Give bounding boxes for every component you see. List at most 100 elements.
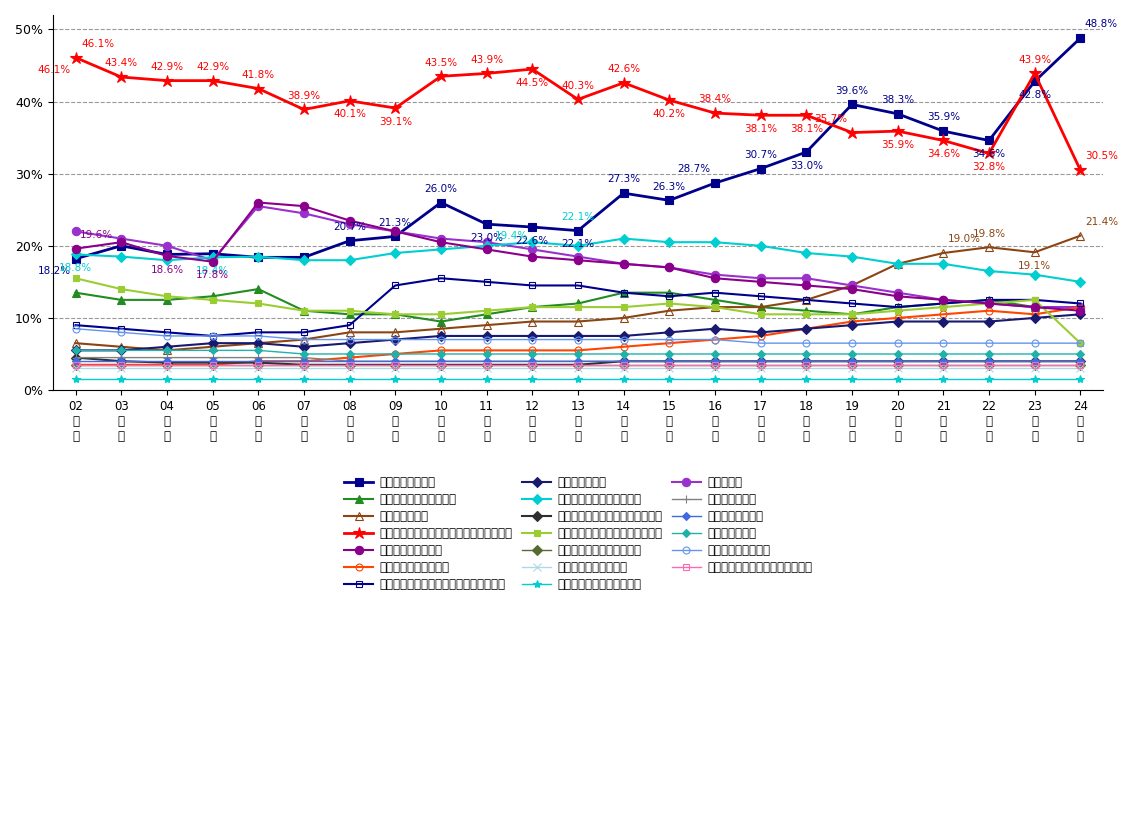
Text: 38.1%: 38.1% <box>744 124 777 134</box>
自分の能力・専門を活かせる会社 <box>343 305 357 315</box>
志望業種の会社 <box>936 356 950 366</box>
自分のやりたい仕事（職種）ができる会社 <box>983 149 996 159</box>
有名な会社 <box>983 299 996 309</box>
大学・男女差別のない会社 <box>754 360 768 370</box>
海外で活躍できそうな会社 <box>343 256 357 266</box>
これから伸びそうな会社 <box>845 310 859 320</box>
Text: 41.8%: 41.8% <box>242 70 275 80</box>
休日、休暇の多い会社 <box>983 305 996 315</box>
Line: 海外で活躍できそうな会社: 海外で活躍できそうな会社 <box>72 235 1084 286</box>
有名な会社 <box>206 256 219 266</box>
給料の良い会社 <box>479 320 493 330</box>
休日、休暇の多い会社 <box>69 360 83 370</box>
大学・男女差別のない会社 <box>434 360 448 370</box>
働きがいのある会社 <box>389 227 402 237</box>
いろいろな職種を経験できる会社 <box>298 360 311 370</box>
若手が活躍できる会社 <box>891 364 904 374</box>
志望業種の会社 <box>983 356 996 366</box>
若手が活躍できる会社 <box>1028 364 1042 374</box>
勤務制度、住宅など福利厚生の良い会社 <box>800 295 813 305</box>
休日、休暇の多い会社 <box>800 324 813 334</box>
勤務制度、住宅など福利厚生の良い会社 <box>434 273 448 283</box>
勤務制度、住宅など福利厚生の良い会社 <box>845 299 859 309</box>
自分の能力・専門を活かせる会社 <box>936 302 950 312</box>
これから伸びそうな会社 <box>571 299 585 309</box>
志望業種の会社 <box>754 356 768 366</box>
Text: 18.8%: 18.8% <box>59 263 92 273</box>
自分の能力・専門を活かせる会社 <box>662 299 676 309</box>
若手が活躍できる会社 <box>800 364 813 374</box>
Text: 35.9%: 35.9% <box>927 112 960 123</box>
自分の能力・専門を活かせる会社 <box>891 305 904 315</box>
社風が良い会社 <box>571 349 585 359</box>
社風が良い会社 <box>343 349 357 359</box>
海外で活躍できそうな会社 <box>983 266 996 276</box>
大学・男女差別のない会社 <box>662 360 676 370</box>
有名な会社 <box>708 270 721 280</box>
これから伸びそうな会社 <box>343 310 357 320</box>
働きがいのある会社 <box>617 259 630 269</box>
若手が活躍できる会社 <box>115 364 128 374</box>
Text: 34.6%: 34.6% <box>927 149 960 159</box>
事業を多角化している会社 <box>160 374 174 384</box>
研修制度のしっかりしている会社 <box>845 360 859 370</box>
一生続けられる会社 <box>891 338 904 348</box>
休日、休暇の多い会社 <box>434 345 448 355</box>
給料の良い会社 <box>1074 231 1087 241</box>
安定している会社 <box>389 232 402 242</box>
志望業種の会社 <box>206 353 219 363</box>
社風が良い会社 <box>251 345 265 355</box>
Text: 21.3%: 21.3% <box>378 217 412 227</box>
社風が良い会社 <box>479 349 493 359</box>
Text: 42.9%: 42.9% <box>150 62 184 72</box>
若手が活躍できる会社 <box>434 364 448 374</box>
Text: 26.3%: 26.3% <box>653 182 686 192</box>
Line: 志望業種の会社: 志望業種の会社 <box>72 354 1085 365</box>
休日、休暇の多い会社 <box>662 338 676 348</box>
働きがいのある会社 <box>754 277 768 287</box>
有名な会社 <box>251 201 265 211</box>
社風が良い会社 <box>708 349 721 359</box>
いろいろな職種を経験できる会社 <box>662 356 676 366</box>
親しみのある会社 <box>800 356 813 366</box>
有名な会社 <box>800 273 813 283</box>
一生続けられる会社 <box>983 338 996 348</box>
転勤のない会社 <box>983 316 996 326</box>
事業を多角化している会社 <box>389 374 402 384</box>
勤務制度、住宅など福利厚生の良い会社 <box>115 324 128 334</box>
Line: これから伸びそうな会社: これから伸びそうな会社 <box>72 285 1085 325</box>
Line: 給料の良い会社: 給料の良い会社 <box>72 232 1085 354</box>
一生続けられる会社 <box>389 334 402 344</box>
いろいろな職種を経験できる会社 <box>936 356 950 366</box>
いろいろな職種を経験できる会社 <box>69 353 83 363</box>
Text: 43.4%: 43.4% <box>105 58 137 68</box>
事業を多角化している会社 <box>754 374 768 384</box>
これから伸びそうな会社 <box>617 288 630 298</box>
社風が良い会社 <box>298 349 311 359</box>
有名な会社 <box>526 244 540 254</box>
安定している会社 <box>343 236 357 246</box>
安定している会社 <box>1028 76 1042 86</box>
親しみのある会社 <box>251 356 265 366</box>
休日、休暇の多い会社 <box>298 356 311 366</box>
有名な会社 <box>571 251 585 261</box>
有名な会社 <box>1028 302 1042 312</box>
働きがいのある会社 <box>983 299 996 309</box>
事業を多角化している会社 <box>206 374 219 384</box>
一生続けられる会社 <box>1074 338 1087 348</box>
事業を多角化している会社 <box>936 374 950 384</box>
海外で活躍できそうな会社 <box>617 233 630 243</box>
Text: 38.9%: 38.9% <box>287 90 320 100</box>
Text: 48.8%: 48.8% <box>1085 19 1118 29</box>
安定している会社 <box>298 252 311 262</box>
休日、休暇の多い会社 <box>617 342 630 352</box>
一生続けられる会社 <box>115 327 128 337</box>
一生続けられる会社 <box>1028 338 1042 348</box>
これから伸びそうな会社 <box>479 310 493 320</box>
転勤のない会社 <box>708 324 721 334</box>
自分の能力・専門を活かせる会社 <box>69 273 83 283</box>
安定している会社 <box>526 222 540 232</box>
事業を多角化している会社 <box>662 374 676 384</box>
大学・男女差別のない会社 <box>708 360 721 370</box>
安定している会社 <box>845 100 859 110</box>
